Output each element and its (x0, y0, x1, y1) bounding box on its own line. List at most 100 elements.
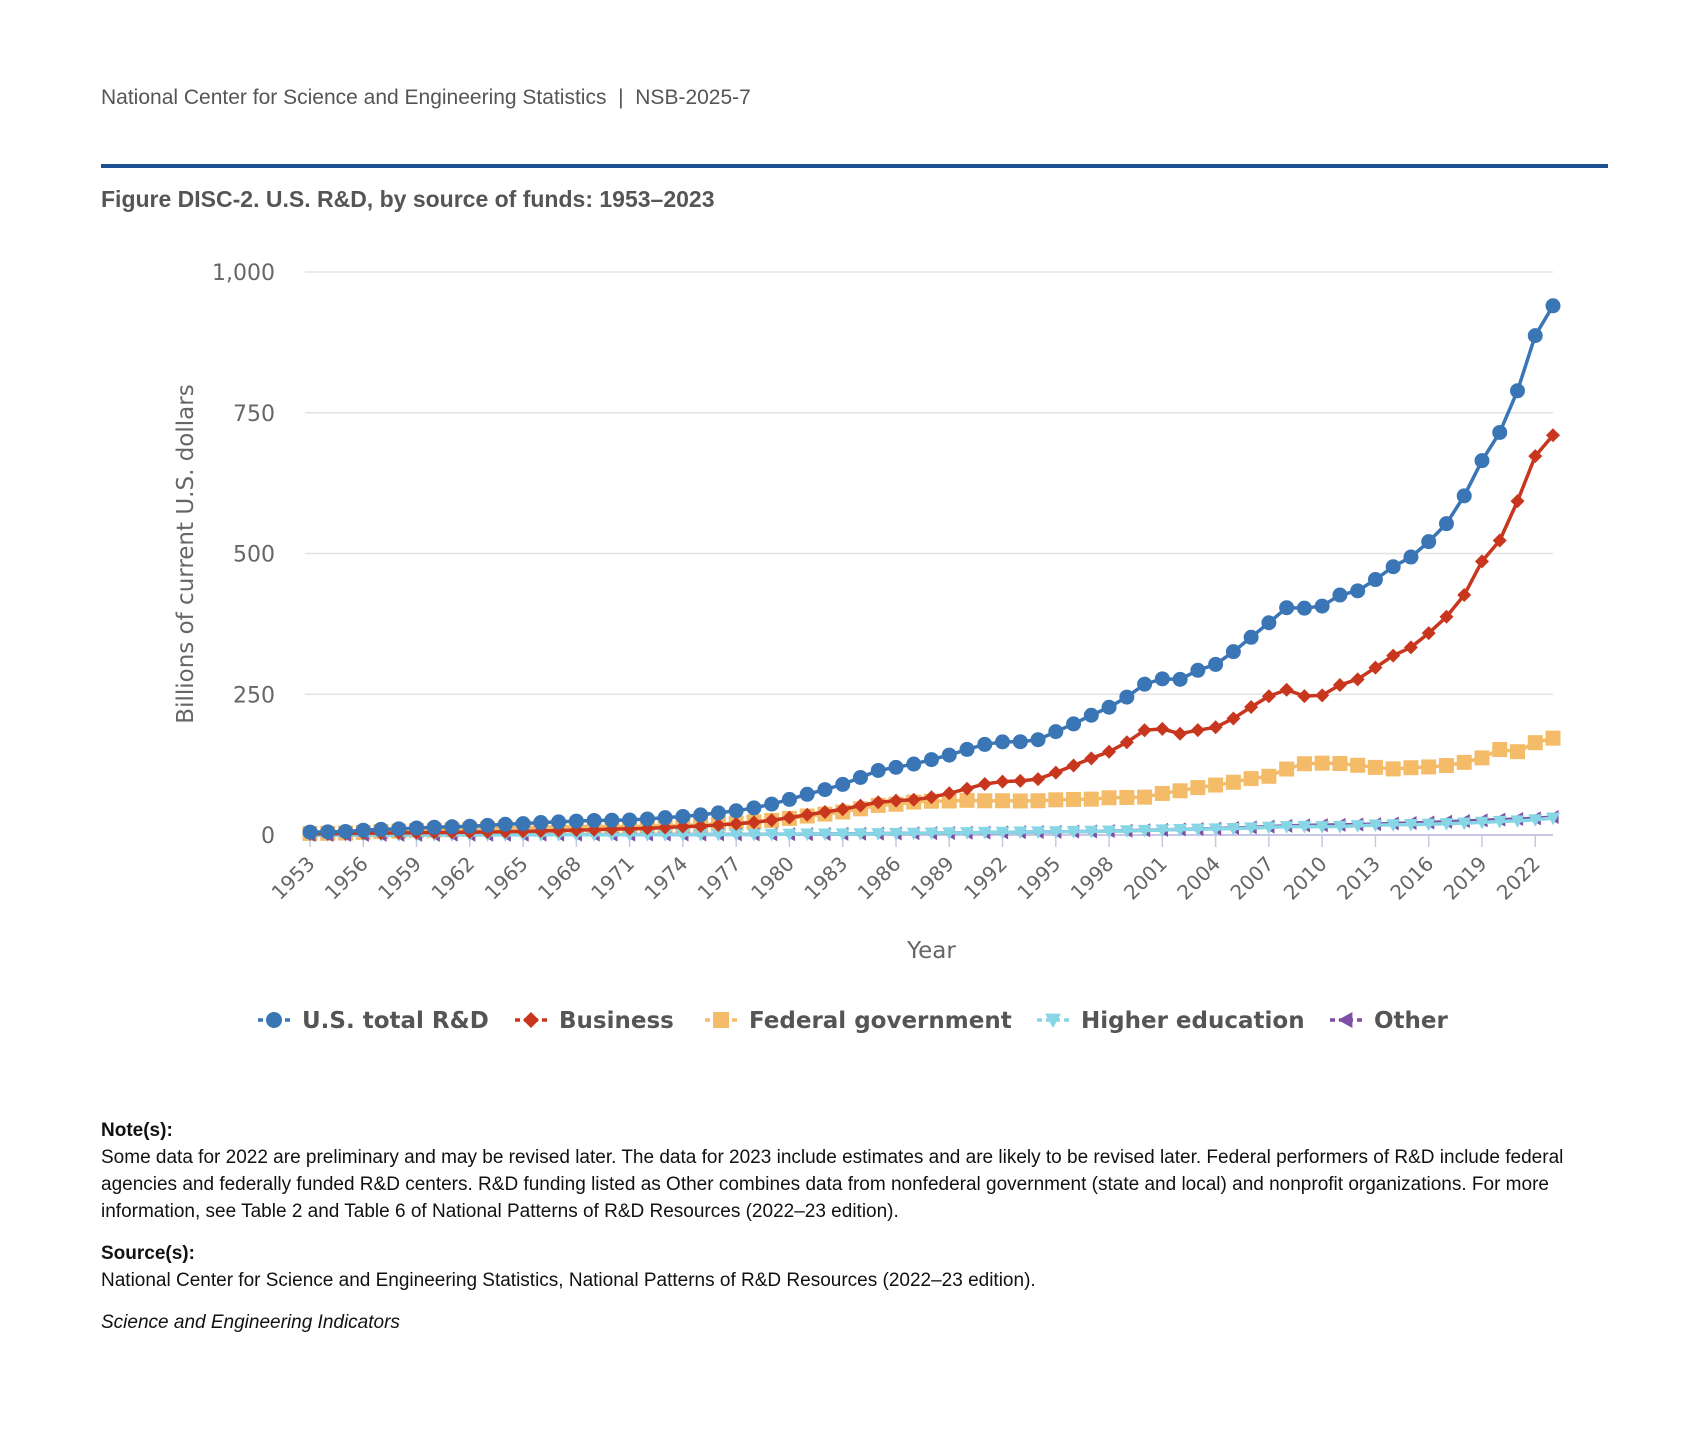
x-tick-label: 1974 (639, 852, 692, 905)
legend-label: Other (1374, 1008, 1449, 1034)
data-point (1492, 424, 1508, 440)
data-point (1279, 761, 1295, 777)
data-point (924, 790, 939, 805)
data-point (853, 798, 868, 813)
data-point (1030, 732, 1046, 748)
data-point (302, 824, 318, 840)
data-point (1155, 824, 1170, 837)
data-point (871, 828, 886, 841)
data-point (871, 795, 886, 810)
legend-item: Federal government (705, 1008, 1012, 1034)
y-tick-label: 0 (261, 824, 275, 849)
data-point (799, 786, 815, 802)
data-point (568, 813, 584, 829)
data-point (604, 812, 620, 828)
report-header: National Center for Science and Engineer… (101, 86, 751, 110)
data-point (1048, 765, 1063, 780)
header-rule (101, 164, 1608, 168)
data-point (729, 828, 744, 842)
data-point (1066, 716, 1082, 732)
data-point (1119, 689, 1135, 705)
data-point (391, 821, 407, 837)
data-point (1261, 768, 1277, 784)
data-point (1474, 554, 1489, 569)
x-tick-label: 2013 (1332, 852, 1385, 905)
data-point (782, 828, 797, 842)
data-point (853, 828, 868, 841)
x-tick-label: 2007 (1225, 852, 1278, 905)
data-point (1119, 789, 1135, 805)
legend-item: Other (1330, 1008, 1449, 1034)
x-tick-label: 2001 (1119, 852, 1172, 905)
data-point (1492, 815, 1507, 829)
data-point (995, 734, 1011, 750)
header-report-id: NSB-2025-7 (635, 86, 751, 109)
publication-brand: Science and Engineering Indicators (101, 1312, 400, 1333)
data-point (1439, 818, 1454, 831)
data-point (746, 800, 762, 816)
data-point (1545, 730, 1561, 746)
header-org: National Center for Science and Engineer… (101, 86, 607, 109)
data-point (1527, 328, 1543, 344)
data-point (835, 802, 850, 817)
data-point (1456, 488, 1472, 504)
data-point (1279, 821, 1294, 834)
data-point (1545, 298, 1561, 314)
data-point (941, 747, 957, 763)
data-point (1066, 791, 1082, 807)
legend-swatch-marker (266, 1012, 282, 1028)
data-point (1084, 825, 1099, 839)
data-point (1439, 609, 1454, 624)
data-point (781, 791, 797, 807)
x-tick-label: 1980 (746, 852, 799, 905)
data-point (1421, 818, 1436, 832)
data-point (1546, 812, 1560, 826)
data-point (1155, 721, 1170, 736)
data-point (1350, 757, 1366, 773)
data-point (942, 827, 957, 840)
data-point (1279, 682, 1294, 697)
legend-swatch-marker (1338, 1012, 1353, 1028)
header-separator: | (618, 86, 624, 109)
data-point (426, 819, 442, 835)
data-point (320, 824, 336, 840)
data-point (639, 811, 655, 827)
data-point (817, 828, 832, 842)
data-point (1332, 678, 1347, 693)
y-tick-label: 250 (233, 683, 275, 708)
data-point (800, 828, 815, 842)
x-tick-label: 1971 (586, 852, 639, 905)
data-point (1509, 383, 1525, 399)
data-point (1031, 826, 1046, 840)
data-point (942, 786, 957, 801)
data-point (870, 762, 886, 778)
data-point (1367, 572, 1383, 588)
data-point (675, 819, 690, 834)
x-tick-label: 1956 (320, 852, 373, 905)
data-point (995, 793, 1011, 809)
notes-text: Some data for 2022 are preliminary and m… (101, 1147, 1564, 1222)
data-point (1492, 742, 1508, 758)
data-point (1101, 699, 1117, 715)
data-point (1225, 644, 1241, 660)
data-point (1083, 707, 1099, 723)
data-point (1261, 821, 1276, 835)
legend-label: Higher education (1081, 1008, 1305, 1034)
data-point (800, 807, 815, 822)
data-point (1225, 774, 1241, 790)
data-point (1208, 777, 1224, 793)
data-point (1173, 726, 1188, 741)
series-line (309, 434, 1555, 836)
data-point (1137, 824, 1152, 838)
data-point (1386, 648, 1401, 663)
data-point (906, 756, 922, 772)
data-point (1261, 689, 1276, 704)
data-point (1421, 626, 1436, 641)
data-point (1119, 825, 1134, 838)
data-point (710, 805, 726, 821)
data-point (1456, 754, 1472, 770)
data-point (746, 815, 761, 830)
x-tick-label: 1959 (373, 852, 426, 905)
notes-heading: Note(s): (101, 1120, 173, 1141)
data-point (1297, 689, 1312, 704)
